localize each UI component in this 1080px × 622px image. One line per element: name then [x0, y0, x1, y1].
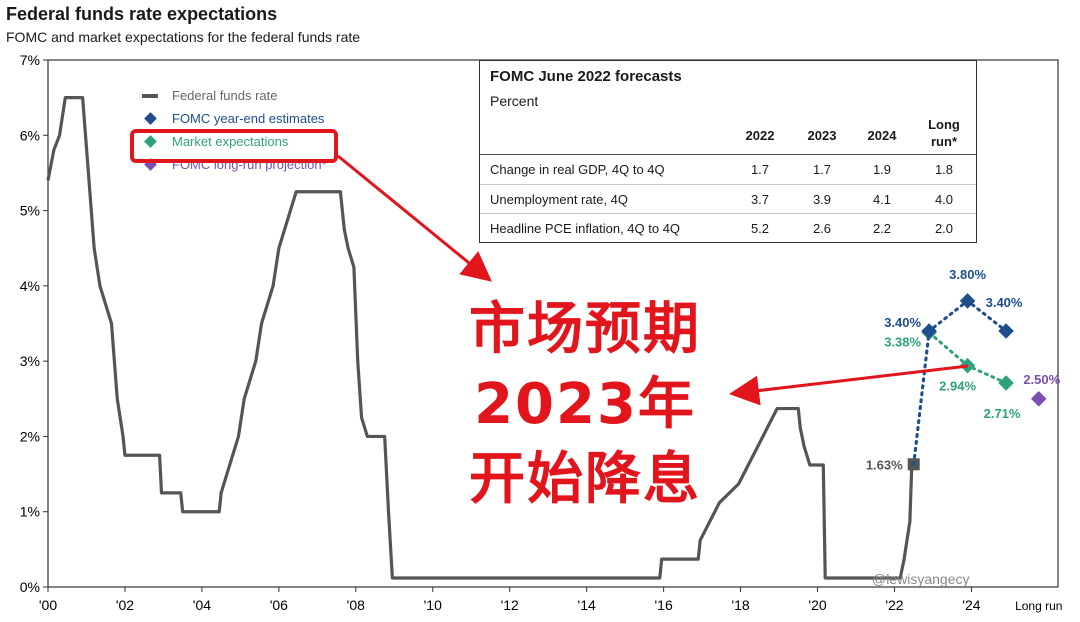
long-run-marker — [1030, 391, 1047, 407]
table-cell: 1.7 — [750, 162, 770, 177]
market-data-label: 2.71% — [984, 406, 1021, 421]
fed-funds-line — [46, 96, 915, 580]
market-data-label: 2.94% — [939, 379, 976, 394]
table-cell: 5.2 — [750, 221, 770, 236]
fomc-data-label: 3.40% — [986, 295, 1023, 310]
forecast-table: FOMC June 2022 forecasts Percent 2022 20… — [479, 60, 977, 243]
table-row-label: Headline PCE inflation, 4Q to 4Q — [490, 221, 681, 236]
table-cell: 2.2 — [872, 221, 892, 236]
table-cell: 1.9 — [872, 162, 892, 177]
x-tick-label: '16 — [654, 597, 672, 613]
table-cell: 3.9 — [812, 192, 832, 207]
forecast-table-title: FOMC June 2022 forecasts — [490, 68, 682, 85]
legend-item-fomc-year-end: FOMC year-end estimates — [140, 107, 327, 130]
table-cell: 4.1 — [872, 192, 892, 207]
x-tick-label: '20 — [808, 597, 826, 613]
x-tick-label: '08 — [347, 597, 365, 613]
table-divider — [480, 154, 976, 155]
x-tick-label: '04 — [193, 597, 211, 613]
x-tick-label: '06 — [270, 597, 288, 613]
page-subtitle: FOMC and market expectations for the fed… — [6, 29, 361, 45]
table-row-label: Change in real GDP, 4Q to 4Q — [490, 162, 665, 177]
arrow-to-annotation — [337, 154, 492, 282]
annotation-line-3: 开始降息 — [469, 447, 701, 512]
table-cell: 1.7 — [812, 162, 832, 177]
y-tick-label: 5% — [20, 203, 40, 219]
table-column-header: 2024 — [867, 128, 897, 143]
y-tick-label: 1% — [20, 504, 40, 520]
fomc-data-label: 3.80% — [949, 267, 986, 282]
chart-legend: Federal funds rate FOMC year-end estimat… — [140, 84, 327, 176]
long-run-data-label: 2.50% — [1023, 372, 1060, 387]
legend-line-icon — [142, 93, 158, 98]
x-tick-label: '24 — [962, 597, 980, 613]
table-column-header: 2022 — [745, 128, 775, 143]
x-tick-label: '02 — [116, 597, 134, 613]
table-cell: 4.0 — [934, 192, 954, 207]
table-column-header: Long run* — [928, 117, 960, 149]
x-tick-label: '00 — [39, 597, 57, 613]
page-title: Federal funds rate expectations — [6, 4, 278, 24]
legend-label: Market expectations — [172, 134, 289, 149]
y-tick-label: 0% — [20, 579, 40, 595]
y-tick-label: 6% — [20, 127, 40, 143]
legend-label: Federal funds rate — [172, 88, 278, 103]
x-tick-label: '18 — [731, 597, 749, 613]
legend-diamond-icon — [143, 112, 157, 125]
y-tick-label: 7% — [20, 52, 40, 68]
annotation-line-2: 2023年 — [474, 372, 696, 437]
last-rate-label: 1.63% — [866, 457, 903, 472]
legend-item-fed-funds: Federal funds rate — [140, 84, 327, 107]
fomc-data-label: 3.40% — [884, 315, 921, 330]
x-tick-label: '14 — [578, 597, 596, 613]
arrow-to-market-2023 — [729, 364, 969, 406]
x-tick-label: '10 — [424, 597, 442, 613]
table-row: Change in real GDP, 4Q to 4Q 1.7 1.7 1.9… — [480, 155, 976, 184]
market-data-label: 3.38% — [884, 335, 921, 350]
highlight-box — [130, 129, 338, 163]
legend-label: FOMC year-end estimates — [172, 111, 325, 126]
table-row-label: Unemployment rate, 4Q — [490, 192, 629, 207]
y-tick-label: 4% — [20, 278, 40, 294]
table-cell: 1.8 — [934, 162, 954, 177]
market-expectations-marker — [998, 375, 1014, 391]
annotation-line-1: 市场预期 — [469, 297, 701, 362]
table-cell: 3.7 — [750, 192, 770, 207]
watermark: @lewisyangecy — [872, 571, 970, 587]
x-tick-label: '22 — [885, 597, 903, 613]
legend-item-market-expectations: Market expectations — [140, 130, 327, 153]
table-row: Unemployment rate, 4Q 3.7 3.9 4.1 4.0 — [480, 184, 976, 214]
table-column-header: 2023 — [807, 128, 837, 143]
forecast-table-unit: Percent — [490, 93, 539, 109]
table-row: Headline PCE inflation, 4Q to 4Q 5.2 2.6… — [480, 213, 976, 243]
y-tick-label: 2% — [20, 428, 40, 444]
x-tick-label: Long run — [1015, 599, 1062, 613]
table-cell: 2.0 — [934, 221, 954, 236]
table-cell: 2.6 — [812, 221, 832, 236]
x-tick-label: '12 — [501, 597, 519, 613]
y-tick-label: 3% — [20, 353, 40, 369]
